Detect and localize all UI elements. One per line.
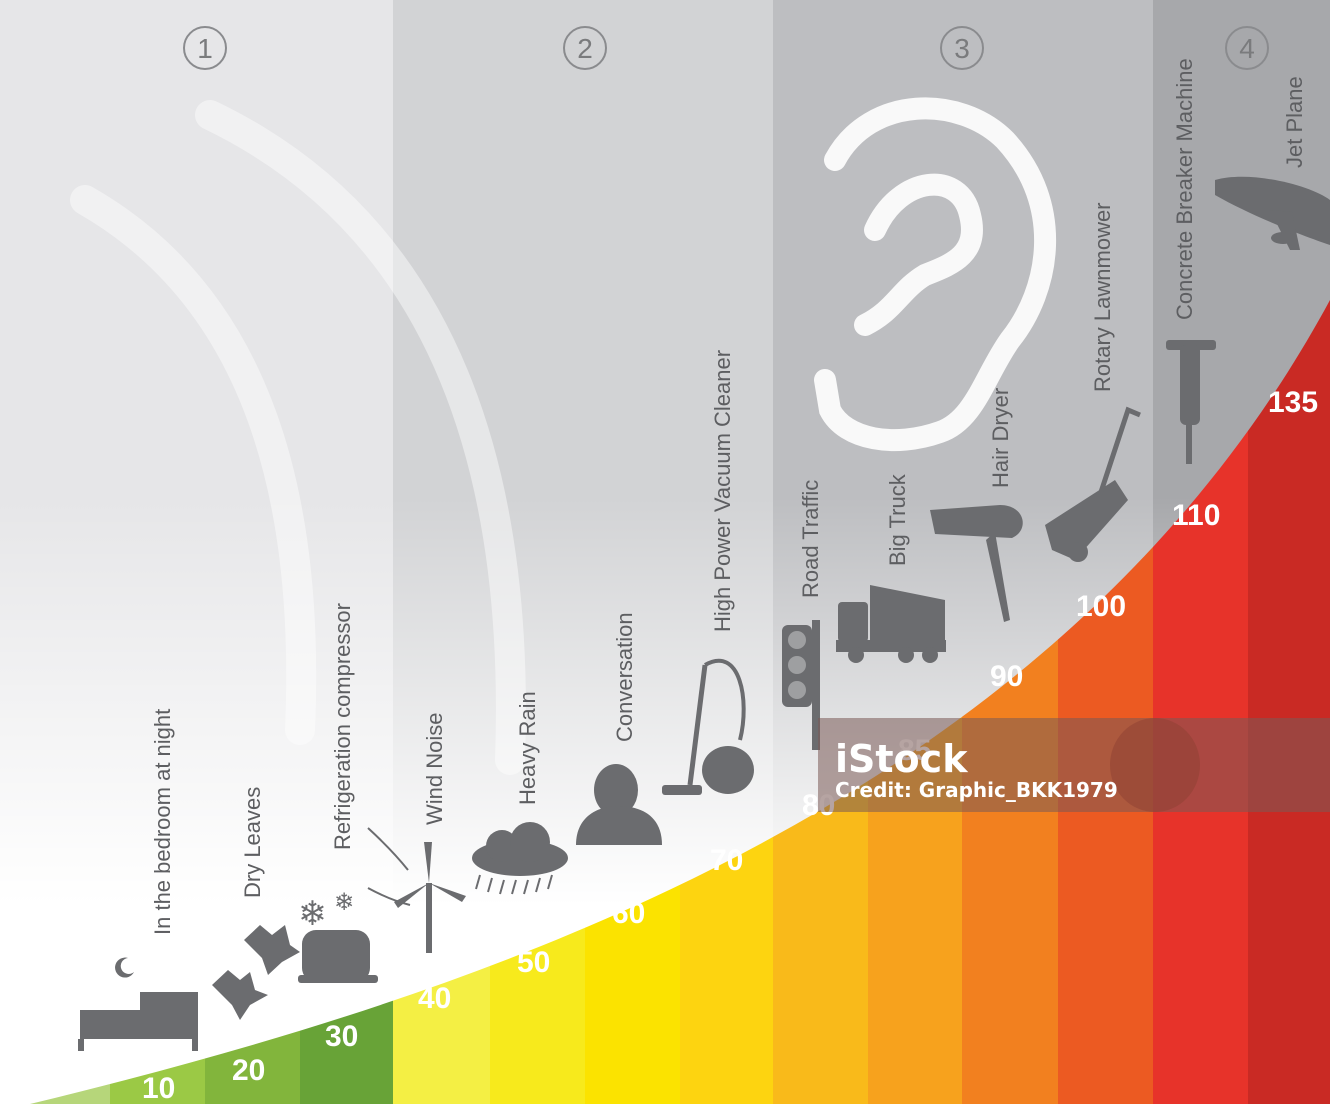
zone-number: 2 [577,33,593,64]
source-label: Jet Plane [1282,76,1307,168]
compressor-icon: ❄ ❄ [298,888,378,983]
truck-icon [836,585,946,663]
source-label: Concrete Breaker Machine [1172,58,1197,320]
watermark-shape [1110,718,1200,812]
watermark-logo: iStock [835,737,968,781]
zone-number: 4 [1239,33,1255,64]
leaves-icon [212,925,300,1020]
zone-badge-4: 4 [1225,26,1269,70]
source-label: Conversation [612,612,637,742]
zone-badge-circle [563,26,607,70]
snowflake-icon: ❄ [298,894,327,934]
wind-turbine-icon [367,827,466,953]
level-band-135 [1248,300,1330,1104]
zone-badge-2: 2 [563,26,607,70]
source-label: Rotary Lawnmower [1090,202,1115,392]
snowflake-small-icon: ❄ [334,888,354,916]
zone-number: 3 [954,33,970,64]
db-value-labels: 10203040506070808590100110135 [142,386,1318,1104]
db-label-50: 50 [517,946,550,979]
sound-wave-arcs [70,100,526,775]
traffic-light-icon [782,620,820,750]
source-label: High Power Vacuum Cleaner [710,350,735,632]
db-label-100: 100 [1076,590,1126,623]
watermark-credit: Credit: Graphic_BKK1979 [835,778,1118,802]
moon-icon [115,957,134,978]
airplane-icon [1215,176,1330,250]
source-labels: In the bedroom at night Dry Leaves Refrige… [150,58,1307,935]
db-label-20: 20 [232,1054,265,1087]
db-label-60: 60 [612,897,645,930]
zone-badge-circle [940,26,984,70]
db-label-135: 135 [1268,386,1318,419]
watermark: iStock Credit: Graphic_BKK1979 [818,718,1330,812]
vacuum-cleaner-icon [662,658,754,795]
source-label: Refrigeration compressor [330,603,355,850]
zone-badge-1: 1 [183,26,227,70]
zone-number: 1 [197,33,213,64]
ear-inner-shape [854,173,983,336]
db-label-110: 110 [1172,499,1220,532]
zone-badge-3: 3 [940,26,984,70]
sound-wave-arc-inner [70,185,317,745]
hair-dryer-icon [930,505,1023,622]
lawnmower-icon [1045,406,1141,562]
jackhammer-icon [1166,340,1216,464]
db-label-40: 40 [418,982,451,1015]
zone-badge-circle [183,26,227,70]
zone-badge-circle [1225,26,1269,70]
rain-cloud-icon [472,822,568,895]
source-label: In the bedroom at night [150,709,175,935]
ear-icon [814,97,1056,452]
db-label-90: 90 [990,660,1023,693]
person-speaking-icon [576,764,662,845]
bed-icon [78,957,198,1051]
source-label: Wind Noise [422,713,447,825]
source-label: Hair Dryer [988,388,1013,488]
source-label: Heavy Rain [515,691,540,805]
source-label: Dry Leaves [240,787,265,898]
watermark-band [818,718,1330,812]
db-label-70: 70 [710,844,743,877]
db-label-30: 30 [325,1020,358,1053]
db-label-10: 10 [142,1072,175,1104]
ear-outer-shape [814,97,1056,452]
sound-wave-arc-outer [195,100,526,775]
zone-badges: 1 2 3 4 [183,26,1269,70]
source-label: Road Traffic [798,480,823,598]
source-label: Big Truck [885,473,910,566]
